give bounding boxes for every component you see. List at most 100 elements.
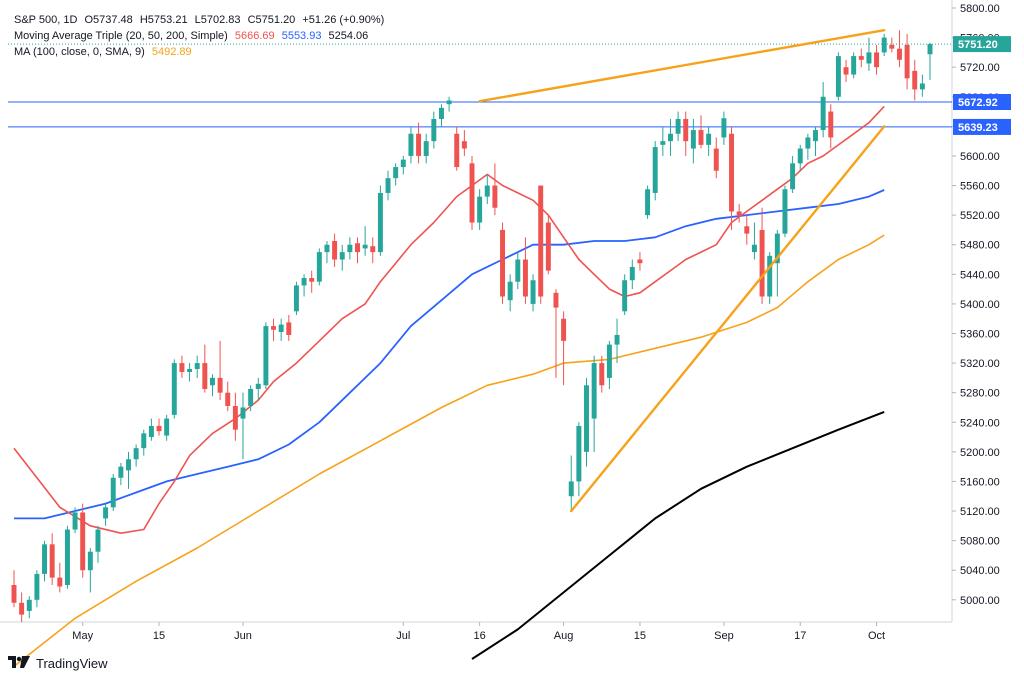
candle-body	[141, 433, 147, 449]
candle	[606, 340, 612, 389]
candle-body	[507, 281, 513, 301]
candle-body	[271, 326, 277, 330]
candle-body	[446, 100, 452, 105]
candle-body	[255, 383, 261, 389]
trend-line	[478, 28, 886, 103]
candle-body	[217, 377, 223, 393]
candle	[561, 311, 567, 386]
candle	[469, 155, 475, 230]
candle-body	[500, 229, 506, 297]
candle-body	[553, 292, 559, 308]
candle-body	[568, 481, 574, 497]
candle	[339, 244, 345, 271]
symbol-label[interactable]: S&P 500, 1D	[14, 14, 78, 26]
y-tick-label: 5280.00	[960, 388, 1000, 400]
candle-body	[42, 544, 48, 574]
tradingview-brand-text: TradingView	[36, 655, 108, 671]
candle	[362, 226, 368, 256]
x-tick-label: Oct	[868, 630, 885, 642]
candle	[614, 318, 620, 364]
candle-body	[209, 377, 215, 386]
candle-body	[49, 544, 55, 578]
candle	[377, 185, 383, 256]
candle-body	[851, 56, 857, 75]
candle	[591, 355, 597, 452]
legend-ma-triple-row[interactable]: Moving Average Triple (20, 50, 200, Simp…	[14, 28, 388, 44]
candle	[187, 363, 193, 382]
x-tick-label: Sep	[714, 630, 734, 642]
candle-body	[316, 252, 322, 282]
legend-ma100-row[interactable]: MA (100, close, 0, SMA, 9) 5492.89	[14, 44, 388, 60]
candle	[484, 174, 490, 205]
candle-body	[438, 107, 444, 119]
y-tick-label: 5160.00	[960, 476, 1000, 488]
candle-body	[484, 185, 490, 197]
candle	[919, 74, 925, 97]
candle-body	[820, 96, 826, 131]
x-tick-label: 17	[794, 630, 806, 642]
candle	[278, 318, 284, 341]
candle-body	[515, 259, 521, 282]
candle-body	[622, 280, 628, 312]
candle-body	[248, 388, 254, 406]
trend-line	[570, 125, 886, 513]
candle-body	[431, 118, 437, 142]
candle	[355, 237, 360, 264]
candle	[34, 570, 40, 608]
candle	[431, 111, 437, 149]
candle	[133, 444, 139, 467]
candle	[797, 144, 803, 171]
candle	[813, 126, 818, 156]
tradingview-branding[interactable]: TradingView	[8, 655, 108, 671]
candle	[767, 252, 773, 304]
y-tick-label: 5720.00	[960, 62, 1000, 74]
candle	[507, 274, 513, 312]
candle-body	[416, 133, 422, 156]
candle	[874, 44, 880, 75]
candle-body	[866, 52, 872, 64]
candle	[110, 474, 116, 512]
candle	[286, 315, 292, 341]
candle	[774, 229, 780, 297]
candle-body	[538, 185, 544, 297]
candle	[675, 111, 681, 142]
candle	[141, 429, 147, 456]
candle-body	[293, 285, 299, 312]
candle-body	[675, 118, 681, 134]
candle-body	[774, 233, 780, 264]
close-value: C5751.20	[247, 14, 296, 26]
candle-body	[347, 244, 353, 253]
candle	[881, 33, 887, 57]
candle-body	[57, 577, 63, 587]
candle	[538, 185, 544, 304]
candle	[545, 215, 551, 275]
x-tick-label: May	[72, 630, 93, 642]
candle-body	[736, 211, 742, 216]
candle-body	[599, 363, 605, 386]
y-tick-label: 5320.00	[960, 358, 1000, 370]
candle-body	[698, 130, 704, 145]
candle	[637, 252, 643, 271]
ma100-line	[13, 234, 885, 668]
candle-body	[767, 255, 773, 297]
x-tick-label: Jul	[396, 630, 410, 642]
candle	[477, 189, 483, 230]
candle-body	[790, 163, 796, 190]
y-tick-label: 5000.00	[960, 595, 1000, 607]
candle	[240, 392, 246, 460]
candle-body	[522, 259, 528, 297]
candle	[164, 414, 170, 441]
candle	[423, 133, 429, 164]
candle-body	[148, 425, 154, 438]
y-tick-label: 5400.00	[960, 299, 1000, 311]
candle-body	[843, 67, 849, 75]
candle-body	[286, 322, 292, 335]
candle-body	[751, 244, 757, 253]
candle	[232, 392, 238, 441]
candle	[553, 289, 559, 378]
candle-body	[110, 477, 116, 508]
candle-body	[377, 192, 383, 253]
candle	[293, 281, 299, 315]
